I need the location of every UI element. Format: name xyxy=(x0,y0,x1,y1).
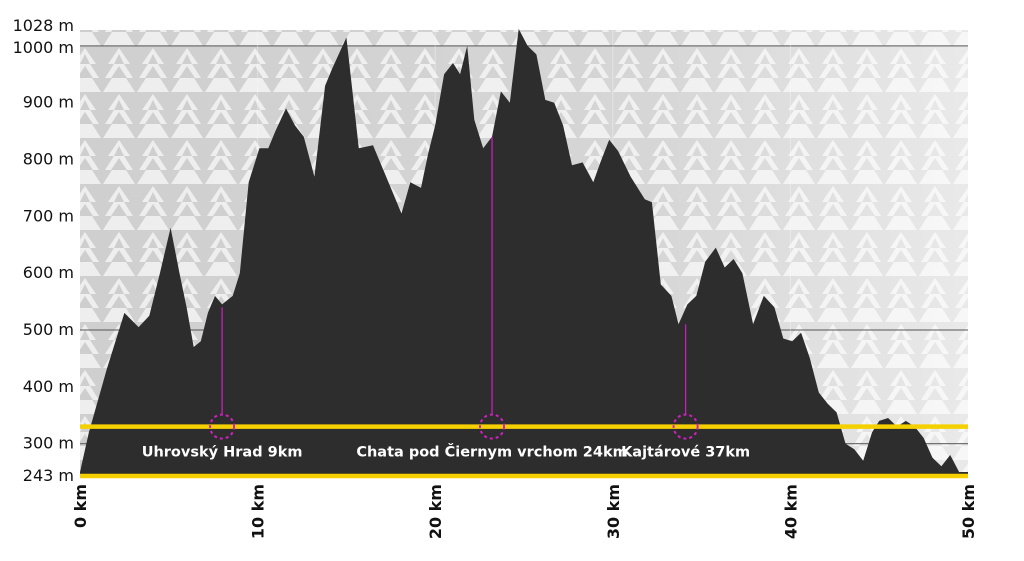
waypoint-marker xyxy=(672,413,699,440)
y-tick-label: 243 m xyxy=(23,466,74,485)
waypoint-label: Chata pod Čiernym vrchom 24km xyxy=(356,443,627,461)
y-tick-label: 300 m xyxy=(23,434,74,453)
y-tick-label: 900 m xyxy=(23,93,74,112)
y-tick-label: 1028 m xyxy=(13,16,74,35)
elevation-profile xyxy=(80,28,968,477)
x-axis-ticks: 0 km 10 km 20 km 30 km 40 km 50 km xyxy=(71,484,978,539)
waypoints: Uhrovský Hrad 9km Chata pod Čiernym vrcho… xyxy=(142,136,750,461)
x-tick-label: 20 km xyxy=(426,484,445,539)
y-axis-ticks: 243 m 300 m 400 m 500 m 600 m 700 m 800 m 900 m… xyxy=(13,16,74,485)
highlight-lines xyxy=(80,424,968,479)
elevation-area xyxy=(80,28,968,477)
waypoint-label: Kajtárové 37km xyxy=(621,445,750,461)
x-tick-label: 30 km xyxy=(604,484,623,539)
x-tick-label: 0 km xyxy=(71,484,90,528)
x-tick-label: 50 km xyxy=(959,484,978,539)
y-tick-label: 800 m xyxy=(23,150,74,169)
y-tick-label: 1000 m xyxy=(13,38,74,57)
y-tick-label: 600 m xyxy=(23,263,74,282)
x-tick-label: 10 km xyxy=(249,484,268,539)
waypoint-marker xyxy=(209,413,236,440)
y-tick-label: 400 m xyxy=(23,377,74,396)
y-tick-label: 700 m xyxy=(23,206,74,225)
waypoint-marker xyxy=(479,413,506,440)
x-tick-label: 40 km xyxy=(781,484,800,539)
waypoint-label: Uhrovský Hrad 9km xyxy=(142,445,303,461)
y-tick-label: 500 m xyxy=(23,320,74,339)
